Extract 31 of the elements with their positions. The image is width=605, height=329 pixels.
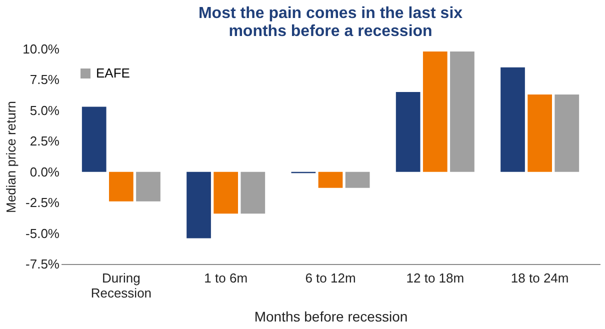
x-axis-title: Months before recession bbox=[254, 308, 408, 324]
bar bbox=[318, 172, 343, 188]
bar bbox=[528, 94, 552, 172]
bar bbox=[396, 92, 420, 172]
x-tick-label: 12 to 18m bbox=[406, 270, 464, 286]
bar bbox=[186, 172, 211, 238]
bar bbox=[136, 172, 160, 202]
bar bbox=[214, 172, 238, 214]
y-axis-title: Median price return bbox=[4, 101, 19, 213]
y-tick-label: 10.0% bbox=[22, 42, 60, 56]
y-tick-label: 5.0% bbox=[30, 102, 60, 118]
x-tick-label: 18 to 24m bbox=[510, 270, 569, 286]
y-tick-label: 7.5% bbox=[30, 72, 60, 88]
x-tick-label: During Recession bbox=[90, 270, 152, 300]
bar bbox=[554, 94, 580, 172]
y-tick-label: -5.0% bbox=[26, 226, 60, 241]
bar bbox=[345, 172, 370, 188]
x-tick-label: 6 to 12m bbox=[305, 270, 356, 286]
legend-label: EAFE bbox=[96, 66, 130, 80]
bar bbox=[240, 172, 266, 214]
bar bbox=[450, 51, 474, 172]
y-tick-label: 0.0% bbox=[30, 164, 60, 180]
bar bbox=[109, 172, 134, 202]
bar bbox=[82, 106, 106, 172]
y-tick-label: 2.5% bbox=[30, 134, 60, 149]
chart-title: Most the pain comes in the last six months before a recession bbox=[198, 5, 463, 40]
x-tick-label: 1 to 6m bbox=[204, 270, 248, 286]
bar bbox=[500, 67, 525, 172]
y-tick-label: -2.5% bbox=[26, 195, 60, 210]
y-tick-label: -7.5% bbox=[26, 256, 60, 272]
bar bbox=[422, 51, 448, 172]
